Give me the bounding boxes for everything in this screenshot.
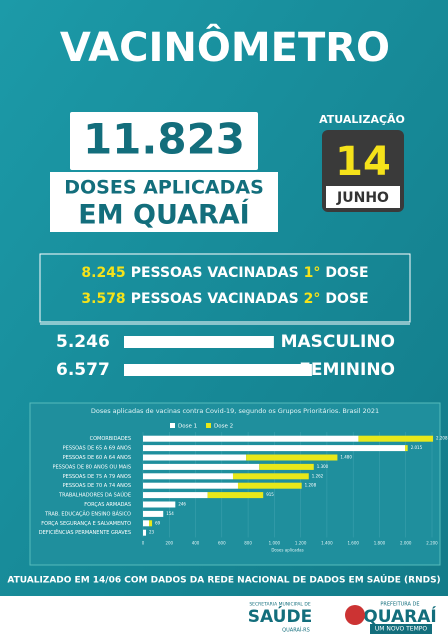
- logo2-sub: UM NOVO TEMPO: [375, 626, 427, 633]
- bar: [237, 482, 302, 489]
- bar: [143, 482, 238, 489]
- logo2-band: [370, 624, 432, 634]
- x-tick-label: 1.000: [269, 540, 281, 545]
- legend-swatch: [170, 423, 175, 428]
- legend-label: Dose 2: [214, 424, 233, 430]
- bar: [207, 492, 264, 499]
- gender-bar: [124, 336, 274, 348]
- y-tick-label: PESSOAS DE 80 ANOS OU MAIS: [52, 464, 131, 470]
- total-label: 246: [178, 502, 186, 507]
- logo1-top: SECRETARIA MUNICIPAL DE: [249, 602, 310, 608]
- legend-swatch: [206, 423, 211, 428]
- logo1-main: SAÚDE: [248, 605, 312, 627]
- title: VACINÔMETRO: [60, 23, 390, 71]
- update-day: 14: [335, 139, 391, 185]
- dose-number: 8.245: [81, 265, 125, 281]
- bar: [143, 501, 176, 508]
- bar: [143, 520, 150, 527]
- dose-number: 3.578: [81, 291, 125, 307]
- total-label: 915: [266, 492, 274, 497]
- dose-word: DOSE: [325, 291, 368, 307]
- total-label: 1.480: [340, 455, 352, 460]
- x-tick-label: 0: [142, 540, 145, 545]
- y-tick-label: TRAB. EDUCAÇÃO ENSINO BÁSICO: [44, 510, 131, 517]
- bar: [143, 445, 406, 452]
- bar: [143, 510, 164, 517]
- calendar-strip: [326, 186, 400, 208]
- dose-ord: 1°: [304, 265, 321, 281]
- update-label: ATUALIZAÇÃO: [319, 113, 405, 126]
- update-month: JUNHO: [336, 190, 389, 206]
- dose-text: PESSOAS VACINADAS: [131, 265, 299, 281]
- x-tick-label: 1.200: [295, 540, 307, 545]
- total-number: 11.823: [83, 115, 245, 164]
- x-tick-label: 800: [244, 540, 252, 545]
- dose-ord: 2°: [304, 291, 321, 307]
- logo2-top: PREFEITURA DE: [380, 602, 419, 608]
- y-tick-label: TRABALHADORES DA SAÚDE: [58, 492, 131, 499]
- bar: [232, 473, 309, 480]
- x-tick-label: 2.200: [426, 540, 438, 545]
- x-tick-label: 600: [218, 540, 226, 545]
- bar: [143, 463, 260, 470]
- bar: [143, 435, 359, 442]
- total-label: 2.208: [436, 436, 448, 441]
- bar: [246, 454, 338, 461]
- y-tick-label: PESSOAS DE 75 A 79 ANOS: [63, 474, 131, 480]
- dose-word: DOSE: [325, 265, 368, 281]
- logo1-sub: QUARAÍ-RS: [282, 627, 310, 634]
- bar: [143, 454, 247, 461]
- y-tick-label: PESSOAS DE 65 A 69 ANOS: [63, 446, 131, 452]
- crest: [345, 605, 365, 625]
- y-tick-label: FORÇAS ARMADAS: [84, 502, 131, 508]
- x-tick-label: 1.800: [374, 540, 386, 545]
- x-tick-label: 1.400: [321, 540, 333, 545]
- y-tick-label: DEFICIÊNCIAS PERMANENTE GRAVES: [39, 528, 131, 536]
- gender-bar: [124, 364, 312, 376]
- total-box: [70, 112, 258, 170]
- bar: [149, 520, 153, 527]
- chart-title: Doses aplicadas de vacinas contra Covid-…: [91, 407, 379, 415]
- gender-value: 5.246: [56, 332, 110, 352]
- total-label: 23: [149, 530, 155, 535]
- total-label: 154: [166, 511, 174, 516]
- y-tick-label: FORÇA SEGURANÇA E SALVAMENTO: [41, 521, 131, 527]
- y-tick-label: PESSOAS DE 60 A 64 ANOS: [63, 455, 131, 461]
- total-box2: [50, 172, 278, 232]
- x-tick-label: 1.600: [347, 540, 359, 545]
- bar: [143, 529, 147, 536]
- bar: [358, 435, 434, 442]
- dose-line: 8.245 PESSOAS VACINADAS 1° DOSE: [81, 265, 368, 281]
- bar: [143, 473, 233, 480]
- total-line1: DOSES APLICADAS: [64, 177, 264, 199]
- x-axis-label: Doses aplicadas: [271, 547, 303, 552]
- y-tick-label: COMORBIDADES: [90, 436, 131, 442]
- footer-text: ATUALIZADO EM 14/06 COM DADOS DA REDE NA…: [7, 574, 440, 586]
- total-label: 1.300: [317, 464, 329, 469]
- total-label: 69: [155, 520, 161, 525]
- bar: [259, 463, 314, 470]
- total-line2: EM QUARAÍ: [78, 199, 249, 231]
- gender-label: MASCULINO: [281, 332, 395, 352]
- total-label: 1.262: [312, 473, 324, 478]
- gender-label: FEMININO: [299, 360, 395, 380]
- bar: [405, 445, 408, 452]
- total-label: 1.208: [305, 483, 317, 488]
- dose-line: 3.578 PESSOAS VACINADAS 2° DOSE: [81, 291, 368, 307]
- doses-box: [39, 253, 411, 323]
- y-tick-label: PESSOAS DE 70 A 74 ANOS: [63, 483, 131, 489]
- x-tick-label: 400: [192, 540, 200, 545]
- dose-text: PESSOAS VACINADAS: [131, 291, 299, 307]
- gender-value: 6.577: [56, 360, 110, 380]
- bar: [143, 492, 208, 499]
- logo2-main: QUARAÍ: [363, 605, 436, 627]
- x-tick-label: 2.000: [400, 540, 412, 545]
- legend-label: Dose 1: [178, 424, 197, 430]
- total-label: 2.015: [411, 445, 423, 450]
- x-tick-label: 200: [165, 540, 173, 545]
